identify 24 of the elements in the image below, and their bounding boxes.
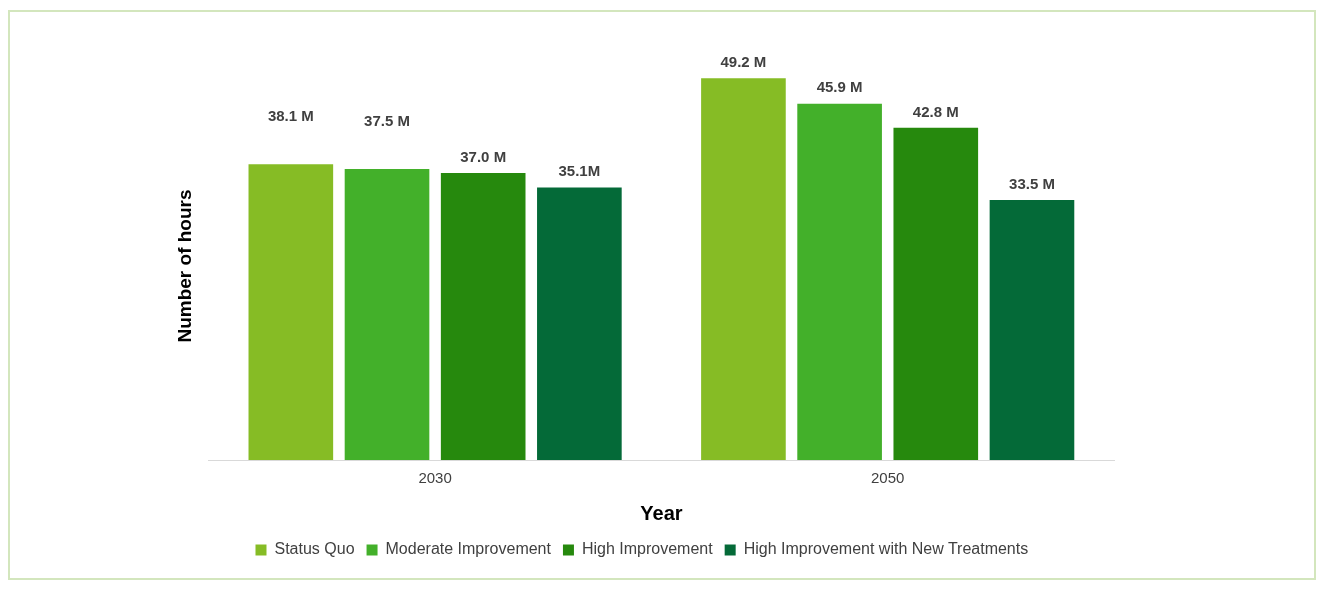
data-label: 35.1M — [558, 162, 601, 180]
data-label: 45.9 M — [816, 78, 863, 96]
x-tick-label: 2050 — [871, 469, 905, 487]
bar — [989, 200, 1075, 460]
bar — [537, 187, 622, 460]
legend-label: High Improvement — [581, 540, 714, 558]
data-label: 38.1 M — [267, 106, 314, 124]
legend-label: Status Quo — [274, 540, 355, 558]
bar — [248, 164, 334, 460]
x-tick-label: 2030 — [418, 469, 452, 487]
y-axis-title: Number of hours — [173, 189, 195, 343]
data-label: 49.2 M — [720, 52, 767, 70]
bar — [701, 78, 786, 460]
legend-label: Moderate Improvement — [385, 540, 552, 558]
data-label: 33.5 M — [1009, 174, 1055, 192]
bar — [797, 103, 882, 460]
bar — [344, 169, 430, 460]
bar — [893, 127, 979, 460]
bar — [440, 172, 526, 460]
data-label: 42.8 M — [912, 102, 959, 120]
x-axis-title: Year — [640, 501, 683, 524]
data-label: 37.5 M — [364, 111, 410, 129]
legend-label: High Improvement with New Treatments — [743, 540, 1029, 558]
data-label: 37.0 M — [460, 147, 507, 165]
